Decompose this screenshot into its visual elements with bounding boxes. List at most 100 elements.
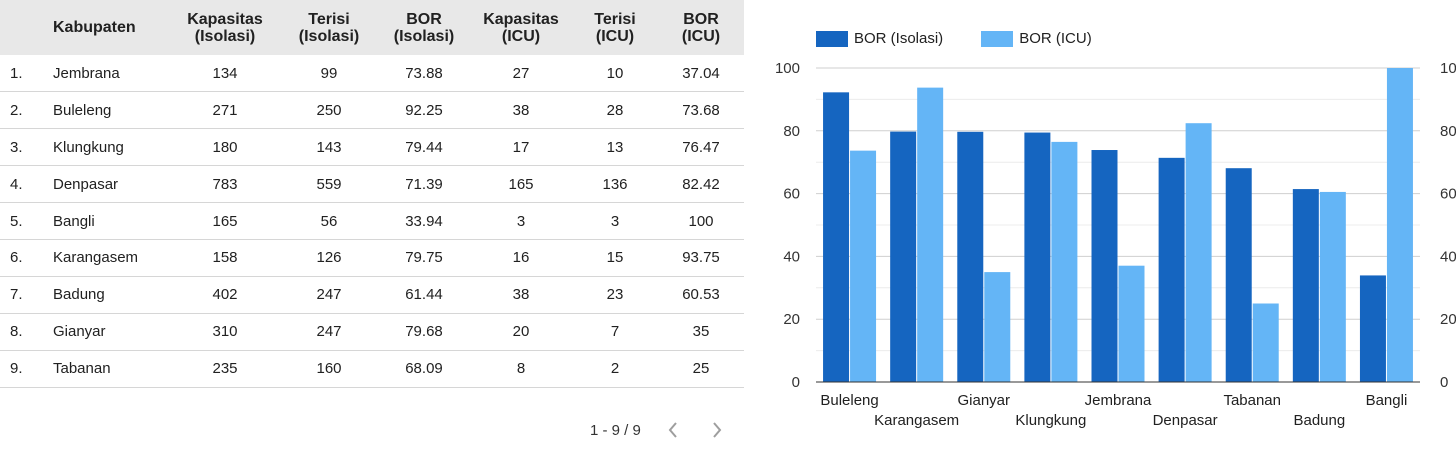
cell-terisi-icu: 3 xyxy=(610,212,620,230)
bar-bor-isolasi[interactable] xyxy=(1158,157,1185,382)
legend-swatch-icu xyxy=(981,30,1014,47)
cell-kabupaten: Denpasar xyxy=(53,175,119,193)
bar-bor-isolasi[interactable] xyxy=(1225,168,1252,382)
legend-label-icu: BOR (ICU) xyxy=(1019,30,1092,47)
cell-terisi-isolasi: 99 xyxy=(320,64,338,82)
cell-kapasitas-isolasi: 134 xyxy=(212,64,238,82)
header-terisi-icu[interactable]: Terisi (ICU) xyxy=(594,10,636,45)
legend-swatch-isolasi xyxy=(816,30,848,47)
y-tick-left: 100 xyxy=(775,60,800,77)
row-index: 4. xyxy=(10,175,23,193)
x-category-label: Denpasar xyxy=(1153,412,1218,429)
bor-table: Kabupaten Kapasitas (Isolasi) Terisi (Is… xyxy=(0,0,744,388)
cell-bor-icu: 25 xyxy=(692,360,710,378)
table-row[interactable]: 4. Denpasar 783 559 71.39 165 136 82.42 xyxy=(0,166,744,203)
row-index: 9. xyxy=(10,360,23,378)
header-kapasitas-icu[interactable]: Kapasitas (ICU) xyxy=(483,10,559,45)
legend-label-isolasi: BOR (Isolasi) xyxy=(854,30,944,47)
bar-bor-icu[interactable] xyxy=(984,272,1011,382)
cell-terisi-icu: 23 xyxy=(606,286,624,304)
table-row[interactable]: 5. Bangli 165 56 33.94 3 3 100 xyxy=(0,203,744,240)
table-row[interactable]: 2. Buleleng 271 250 92.25 38 28 73.68 xyxy=(0,92,744,129)
bar-bor-isolasi[interactable] xyxy=(1091,150,1118,382)
cell-kapasitas-isolasi: 402 xyxy=(212,286,238,304)
row-index: 8. xyxy=(10,323,23,341)
cell-bor-icu: 35 xyxy=(692,323,710,341)
table-row[interactable]: 3. Klungkung 180 143 79.44 17 13 76.47 xyxy=(0,129,744,166)
x-category-label: Jembrana xyxy=(1085,392,1152,409)
cell-kapasitas-icu: 20 xyxy=(512,323,530,341)
bar-bor-icu[interactable] xyxy=(1051,141,1078,382)
cell-kapasitas-icu: 165 xyxy=(508,175,534,193)
cell-terisi-icu: 28 xyxy=(606,101,624,119)
x-category-label: Tabanan xyxy=(1223,392,1281,409)
header-terisi-isolasi[interactable]: Terisi (Isolasi) xyxy=(298,10,360,45)
cell-kabupaten: Badung xyxy=(53,286,105,304)
cell-kapasitas-isolasi: 165 xyxy=(212,212,238,230)
x-category-label: Buleleng xyxy=(820,392,878,409)
cell-bor-icu: 76.47 xyxy=(682,138,720,156)
y-tick-right: 80 xyxy=(1440,123,1456,140)
cell-bor-isolasi: 73.88 xyxy=(405,64,443,82)
y-tick-left: 20 xyxy=(783,311,800,328)
legend-item-bor-icu[interactable]: BOR (ICU) xyxy=(981,30,1092,47)
cell-kabupaten: Gianyar xyxy=(53,323,106,341)
row-index: 3. xyxy=(10,138,23,156)
table-row[interactable]: 6. Karangasem 158 126 79.75 16 15 93.75 xyxy=(0,239,744,277)
x-category-label: Gianyar xyxy=(958,392,1011,409)
bar-bor-isolasi[interactable] xyxy=(890,131,917,382)
bar-bor-isolasi[interactable] xyxy=(1292,189,1319,382)
cell-terisi-isolasi: 126 xyxy=(316,249,342,267)
cell-terisi-isolasi: 247 xyxy=(316,323,342,341)
cell-terisi-icu: 15 xyxy=(606,249,624,267)
bar-bor-icu[interactable] xyxy=(917,87,944,382)
row-index: 1. xyxy=(10,64,23,82)
chevron-right-icon[interactable] xyxy=(705,418,729,442)
cell-kabupaten: Klungkung xyxy=(53,138,124,156)
cell-terisi-icu: 2 xyxy=(610,360,620,378)
bar-bor-icu[interactable] xyxy=(850,150,877,382)
header-kabupaten[interactable]: Kabupaten xyxy=(53,19,136,36)
cell-kapasitas-icu: 27 xyxy=(512,64,530,82)
bar-bor-icu[interactable] xyxy=(1185,123,1212,382)
header-kapasitas-isolasi[interactable]: Kapasitas (Isolasi) xyxy=(187,10,263,45)
row-index: 6. xyxy=(10,249,23,267)
table-row[interactable]: 7. Badung 402 247 61.44 38 23 60.53 xyxy=(0,276,744,314)
bar-bor-isolasi[interactable] xyxy=(957,131,984,382)
cell-bor-icu: 37.04 xyxy=(682,64,720,82)
cell-bor-isolasi: 79.44 xyxy=(405,138,443,156)
bar-bor-icu[interactable] xyxy=(1118,265,1145,382)
row-index: 2. xyxy=(10,101,23,119)
cell-bor-icu: 82.42 xyxy=(682,175,720,193)
cell-terisi-icu: 10 xyxy=(606,64,624,82)
cell-terisi-isolasi: 559 xyxy=(316,175,342,193)
bor-chart: BOR (Isolasi) BOR (ICU) 0 20 40 60 80 100 0 20 4… xyxy=(760,0,1456,455)
cell-kapasitas-isolasi: 271 xyxy=(212,101,238,119)
cell-terisi-isolasi: 247 xyxy=(316,286,342,304)
table-row[interactable]: 1. Jembrana 134 99 73.88 27 10 37.04 xyxy=(0,55,744,92)
bar-bor-icu[interactable] xyxy=(1252,303,1279,383)
cell-bor-isolasi: 79.68 xyxy=(405,323,443,341)
header-bor-icu[interactable]: BOR (ICU) xyxy=(681,10,721,45)
cell-kapasitas-icu: 8 xyxy=(516,360,526,378)
table-row[interactable]: 9. Tabanan 235 160 68.09 8 2 25 xyxy=(0,350,744,388)
bar-bor-icu[interactable] xyxy=(1386,68,1413,382)
y-tick-left: 60 xyxy=(783,186,800,203)
cell-bor-isolasi: 71.39 xyxy=(405,175,443,193)
bar-bor-isolasi[interactable] xyxy=(1359,275,1386,382)
header-bor-isolasi[interactable]: BOR (Isolasi) xyxy=(393,10,455,45)
cell-kapasitas-icu: 16 xyxy=(512,249,530,267)
x-category-label: Bangli xyxy=(1366,392,1408,409)
chevron-left-icon[interactable] xyxy=(661,418,685,442)
bar-bor-isolasi[interactable] xyxy=(1024,132,1051,382)
legend-item-bor-isolasi[interactable]: BOR (Isolasi) xyxy=(816,30,943,47)
x-category-label: Klungkung xyxy=(1015,412,1086,429)
bar-bor-isolasi[interactable] xyxy=(823,92,850,383)
cell-bor-icu: 93.75 xyxy=(682,249,720,267)
bar-bor-icu[interactable] xyxy=(1319,191,1346,382)
row-index: 7. xyxy=(10,286,23,304)
pagination-label: 1 - 9 / 9 xyxy=(590,421,641,439)
table-row[interactable]: 8. Gianyar 310 247 79.68 20 7 35 xyxy=(0,313,744,351)
bor-table-panel: Kabupaten Kapasitas (Isolasi) Terisi (Is… xyxy=(0,0,744,442)
